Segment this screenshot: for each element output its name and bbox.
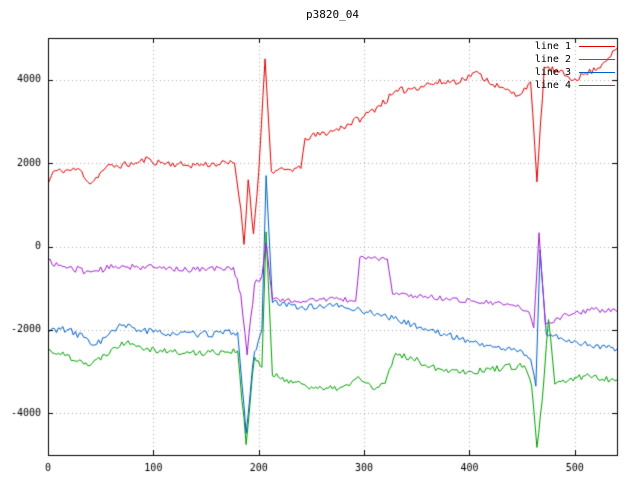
legend-item: line 1 [535,40,615,53]
chart-title: p3820_04 [306,8,359,21]
legend-label: line 2 [534,54,571,65]
legend-item: line 4 [535,79,615,92]
legend: line 1 line 2 line 3 line 4 [535,40,615,92]
legend-label: line 1 [534,41,571,52]
legend-line-sample [579,46,615,47]
legend-line-sample [579,85,615,86]
legend-line-sample [579,59,615,60]
legend-label: line 4 [534,80,571,91]
legend-item: line 3 [535,66,615,79]
legend-line-sample [579,72,615,73]
legend-item: line 2 [535,53,615,66]
legend-label: line 3 [534,67,571,78]
